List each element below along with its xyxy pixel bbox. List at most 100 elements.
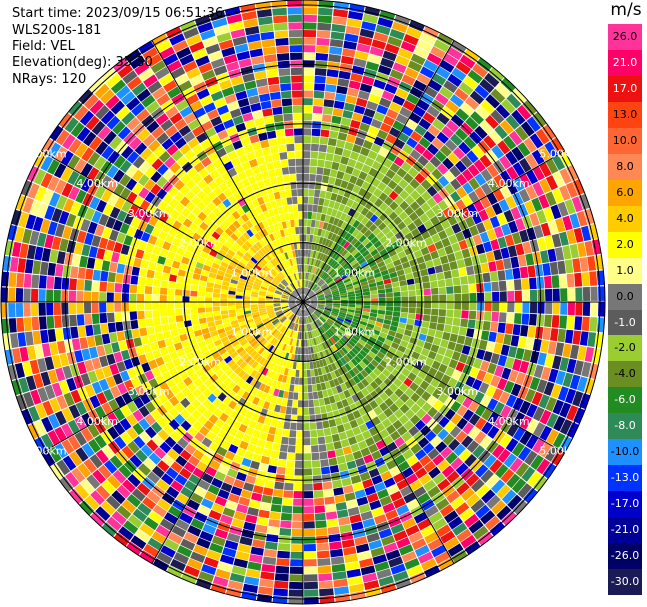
- velocity-gate: [213, 257, 222, 265]
- velocity-gate: [307, 289, 312, 296]
- velocity-gate: [338, 349, 346, 357]
- velocity-gate: [237, 314, 245, 320]
- velocity-gate: [492, 388, 504, 401]
- velocity-gate: [258, 308, 266, 312]
- velocity-gate: [249, 217, 258, 226]
- velocity-gate: [389, 403, 399, 413]
- velocity-gate: [365, 375, 374, 384]
- velocity-gate: [316, 429, 325, 437]
- velocity-gate: [552, 355, 562, 370]
- velocity-gate: [180, 207, 191, 218]
- velocity-gate: [241, 213, 250, 223]
- velocity-gate: [84, 302, 92, 314]
- velocity-gate: [375, 154, 386, 164]
- velocity-gate: [211, 535, 226, 547]
- velocity-gate: [279, 213, 286, 222]
- velocity-gate: [440, 530, 456, 544]
- velocity-gate: [289, 322, 294, 330]
- velocity-gate: [467, 388, 478, 400]
- velocity-gate: [304, 272, 306, 280]
- velocity-gate: [314, 182, 322, 190]
- velocity-gate: [340, 302, 348, 305]
- velocity-gate: [369, 214, 379, 223]
- velocity-gate: [293, 498, 303, 506]
- velocity-gate: [77, 361, 87, 375]
- velocity-gate: [377, 17, 394, 28]
- velocity-gate: [303, 362, 307, 370]
- velocity-gate: [229, 133, 240, 143]
- velocity-gate: [303, 0, 318, 7]
- velocity-gate: [460, 534, 477, 549]
- velocity-gate: [581, 272, 590, 287]
- velocity-gate: [238, 154, 249, 164]
- velocity-gate: [348, 127, 359, 137]
- velocity-gate: [426, 197, 437, 208]
- velocity-gate: [497, 270, 506, 281]
- velocity-gate: [259, 311, 267, 316]
- velocity-gate: [370, 248, 379, 257]
- velocity-gate: [460, 468, 474, 482]
- velocity-gate: [538, 442, 552, 458]
- velocity-gate: [318, 269, 324, 277]
- velocity-gate: [254, 380, 262, 390]
- velocity-gate: [176, 155, 189, 167]
- velocity-gate: [68, 100, 83, 117]
- velocity-gate: [401, 296, 409, 302]
- velocity-gate: [84, 94, 99, 110]
- velocity-gate: [410, 443, 422, 455]
- velocity-gate: [56, 340, 66, 354]
- velocity-gate: [135, 449, 148, 463]
- velocity-gate: [241, 529, 255, 539]
- velocity-gate: [297, 400, 303, 408]
- velocity-gate: [224, 253, 233, 261]
- velocity-gate: [183, 531, 199, 544]
- velocity-gate: [347, 291, 355, 295]
- velocity-gate: [407, 167, 419, 178]
- velocity-gate: [148, 510, 163, 524]
- velocity-gate: [465, 96, 480, 110]
- velocity-gate: [444, 183, 456, 195]
- velocity-gate: [209, 221, 219, 231]
- velocity-gate: [273, 114, 284, 123]
- velocity-gate: [338, 462, 348, 472]
- velocity-gate: [224, 450, 236, 461]
- velocity-gate: [476, 484, 490, 498]
- velocity-gate: [59, 238, 69, 252]
- velocity-gate: [258, 16, 273, 26]
- velocity-gate: [318, 298, 325, 301]
- velocity-gate: [243, 400, 252, 410]
- velocity-gate: [264, 321, 272, 327]
- velocity-gate: [438, 557, 455, 571]
- velocity-gate: [345, 95, 357, 105]
- velocity-gate: [61, 407, 74, 423]
- velocity-gate: [515, 347, 525, 360]
- velocity-gate: [87, 370, 98, 384]
- velocity-gate: [277, 137, 286, 145]
- velocity-gate: [263, 385, 271, 394]
- velocity-gate: [560, 302, 568, 315]
- velocity-gate: [251, 269, 259, 276]
- velocity-gate: [311, 452, 320, 461]
- velocity-gate: [311, 212, 317, 220]
- velocity-gate: [514, 290, 522, 302]
- velocity-gate: [272, 338, 279, 346]
- velocity-gate: [126, 191, 138, 204]
- velocity-gate: [313, 368, 319, 377]
- velocity-gate: [545, 289, 553, 302]
- velocity-gate: [38, 316, 47, 330]
- velocity-gate: [363, 305, 371, 309]
- velocity-gate: [208, 360, 218, 369]
- velocity-gate: [317, 297, 325, 300]
- velocity-gate: [382, 50, 397, 62]
- velocity-gate: [94, 405, 107, 420]
- velocity-gate: [364, 343, 373, 351]
- velocity-gate: [409, 112, 422, 124]
- velocity-gate: [343, 40, 357, 50]
- velocity-gate: [338, 163, 347, 173]
- velocity-gate: [202, 332, 212, 340]
- velocity-gate: [35, 403, 47, 419]
- velocity-gate: [47, 369, 59, 384]
- velocity-gate: [310, 369, 315, 377]
- velocity-gate: [360, 369, 369, 378]
- velocity-gate: [303, 392, 309, 400]
